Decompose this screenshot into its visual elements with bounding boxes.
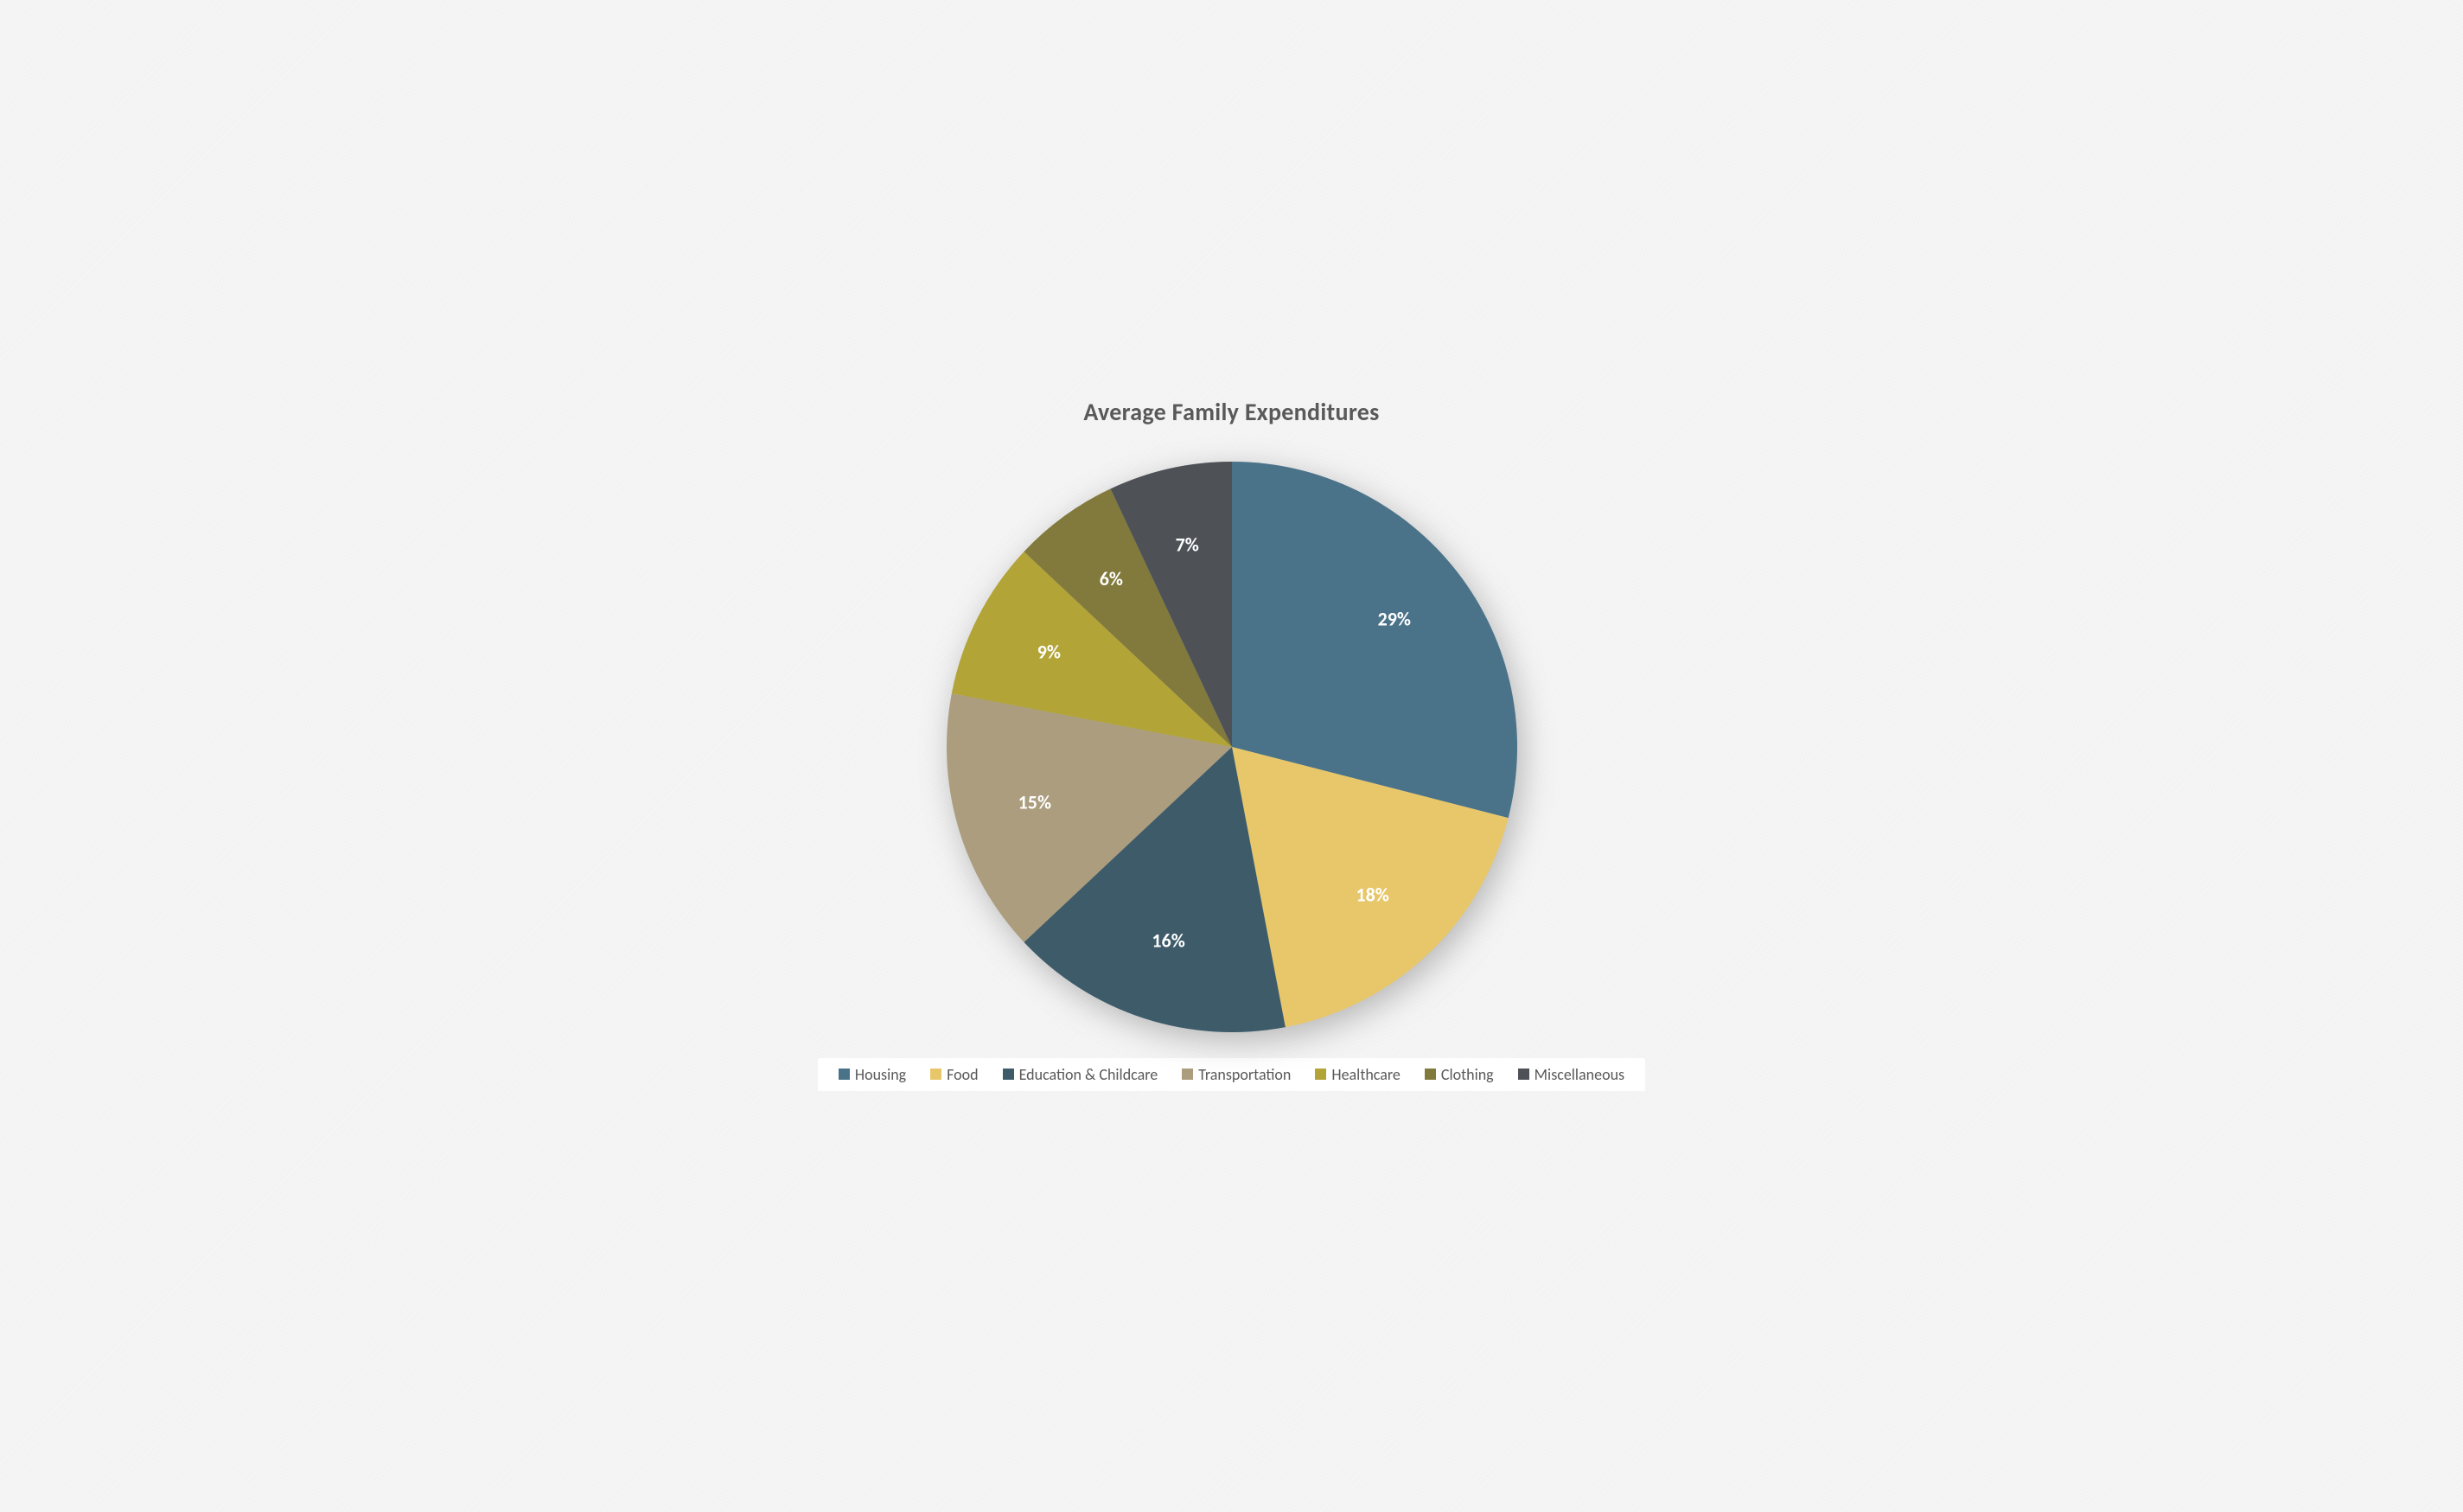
slice-value-label: 9%	[1037, 640, 1060, 663]
legend-item: Healthcare	[1315, 1065, 1401, 1084]
legend-item: Housing	[839, 1065, 906, 1084]
slice-value-label: 29%	[1377, 607, 1410, 630]
legend-swatch	[1518, 1069, 1529, 1080]
legend-item: Food	[930, 1065, 978, 1084]
legend-swatch	[1182, 1069, 1193, 1080]
pie-chart-container: Average Family Expenditures 29% 18% 16% 15%…	[618, 380, 1846, 1133]
slice-value-label: 6%	[1099, 567, 1122, 590]
slice-value-label: 15%	[1018, 790, 1050, 813]
slice-value-label: 18%	[1356, 883, 1388, 906]
chart-legend: Housing Food Education & Childcare Transpor…	[818, 1058, 1645, 1091]
slice-value-label: 16%	[1152, 928, 1184, 952]
legend-label: Healthcare	[1331, 1065, 1401, 1084]
legend-item: Miscellaneous	[1518, 1065, 1624, 1084]
pie-wrapper: 29% 18% 16% 15% 9% 6% 7%	[635, 436, 1828, 1058]
legend-item: Transportation	[1182, 1065, 1291, 1084]
legend-item: Education & Childcare	[1003, 1065, 1158, 1084]
legend-label: Food	[947, 1065, 978, 1084]
legend-label: Clothing	[1441, 1065, 1494, 1084]
legend-item: Clothing	[1425, 1065, 1494, 1084]
legend-swatch	[839, 1069, 850, 1080]
legend-swatch	[1003, 1069, 1014, 1080]
legend-label: Education & Childcare	[1019, 1065, 1158, 1084]
legend-swatch	[930, 1069, 941, 1080]
legend-label: Transportation	[1198, 1065, 1291, 1084]
legend-swatch	[1315, 1069, 1326, 1080]
legend-label: Miscellaneous	[1535, 1065, 1624, 1084]
pie-chart-svg: 29% 18% 16% 15% 9% 6% 7%	[921, 436, 1543, 1058]
slice-value-label: 7%	[1175, 533, 1198, 556]
legend-swatch	[1425, 1069, 1436, 1080]
legend-label: Housing	[855, 1065, 906, 1084]
chart-title: Average Family Expenditures	[635, 397, 1828, 427]
